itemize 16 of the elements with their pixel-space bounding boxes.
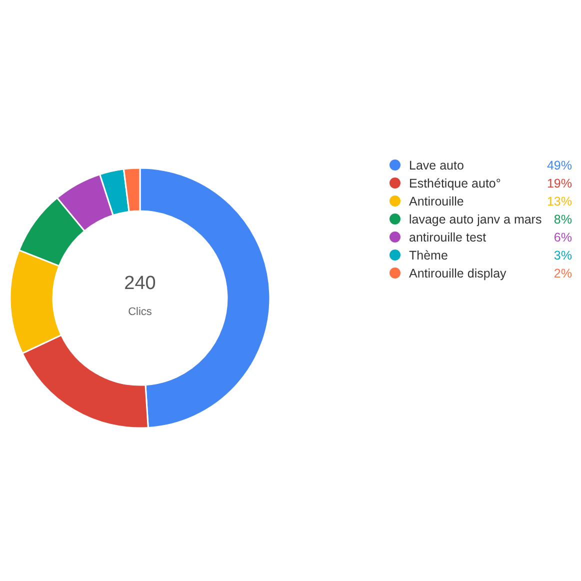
data-label: 13% [546, 194, 572, 208]
data-label: 19% [546, 176, 572, 190]
text: Clics [128, 306, 152, 318]
legend-label: Lave auto [409, 158, 464, 172]
legend-label: Esthétique auto° [409, 176, 501, 190]
data-label: 3% [554, 248, 572, 262]
legend-label: antirouille test [409, 230, 487, 244]
data-label: 6% [554, 230, 572, 244]
data-label: 2% [554, 266, 572, 280]
text: 240 [124, 273, 156, 294]
data-label: 8% [554, 212, 572, 226]
legend-label: Thème [409, 248, 448, 262]
data-label: 49% [546, 158, 572, 172]
legend-label: Antirouille display [409, 266, 508, 280]
legend-label: lavage auto janv a mars [409, 212, 542, 226]
legend-label: Antirouille [409, 194, 464, 208]
